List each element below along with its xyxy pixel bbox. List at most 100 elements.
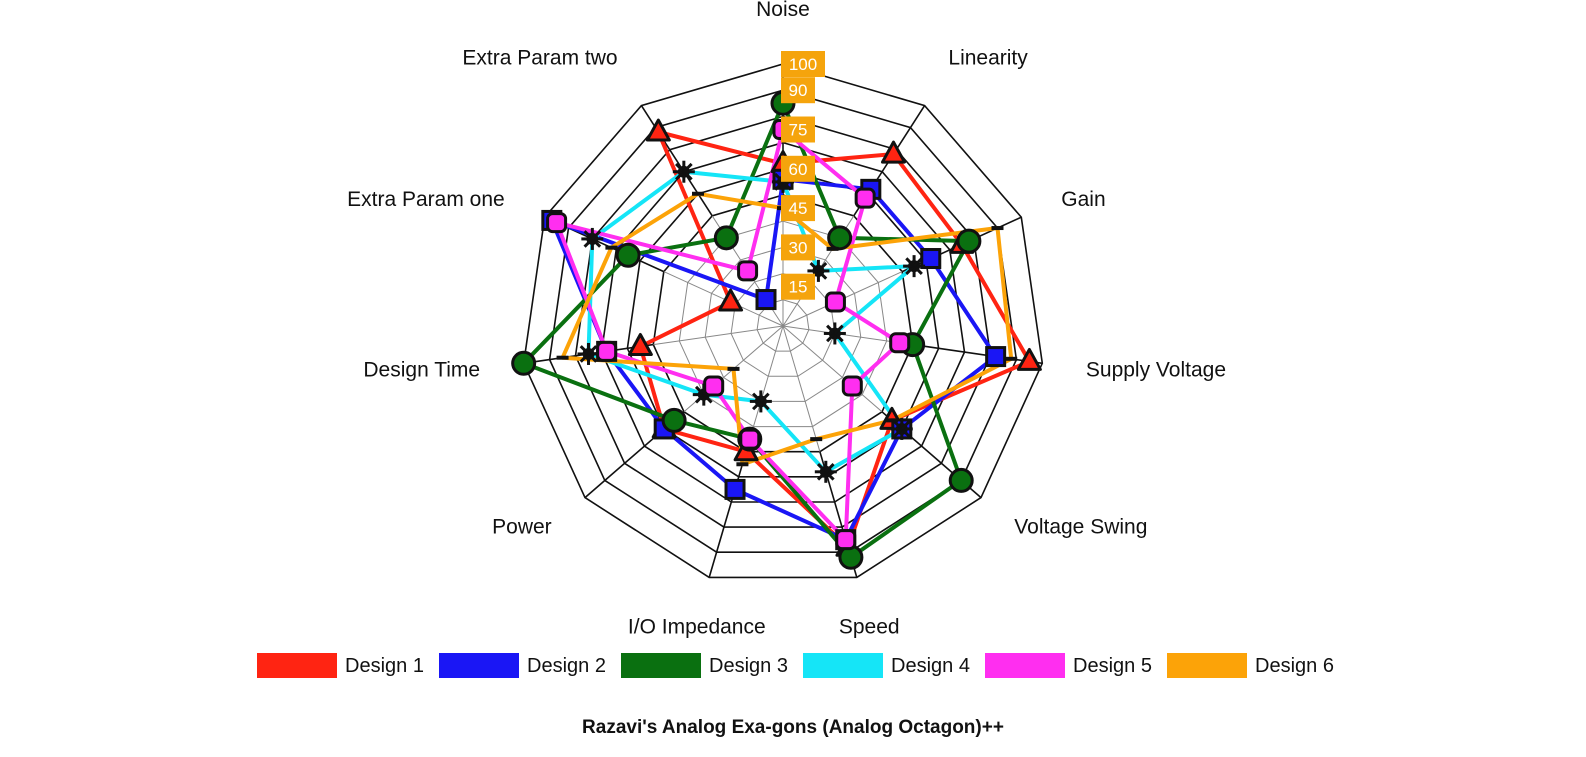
svg-text:15: 15: [789, 278, 808, 297]
legend-swatch: [803, 653, 883, 678]
grid-spoke: [912, 343, 1043, 365]
data-point-design-6: [692, 191, 705, 196]
data-point-design-6: [556, 355, 569, 360]
data-point-design-3: [661, 407, 687, 433]
series-line-design-5: [554, 127, 902, 542]
series-line-design-4: [586, 169, 917, 474]
grid-spoke: [640, 105, 713, 217]
radial-ticks: 15 30 45 60 75 90 100: [781, 51, 825, 300]
legend-swatch: [257, 653, 337, 678]
data-point-design-5: [703, 375, 725, 397]
data-point-design-1: [645, 118, 671, 142]
grid-spoke: [653, 325, 784, 346]
legend-item-design-1[interactable]: Design 1: [257, 653, 424, 678]
data-point-design-2: [985, 346, 1007, 368]
legend-swatch: [1167, 653, 1247, 678]
data-point-design-3: [713, 225, 739, 251]
axis-label-i-o-impedance: I/O Impedance: [628, 616, 766, 639]
data-point-design-5: [854, 187, 876, 209]
data-point-design-4: [823, 322, 846, 345]
data-point-design-4: [672, 160, 695, 183]
axis-label-extra-param-two: Extra Param two: [462, 47, 617, 70]
grid-spoke: [782, 325, 883, 413]
data-point-design-1: [1016, 347, 1042, 371]
legend-label: Design 3: [709, 655, 788, 677]
grid-ring: [756, 299, 810, 352]
data-point-design-3: [827, 225, 853, 251]
legend-item-design-6[interactable]: Design 6: [1167, 653, 1334, 678]
legend-item-design-2[interactable]: Design 2: [439, 653, 606, 678]
data-point-design-6: [727, 366, 740, 371]
data-point-design-5: [546, 212, 568, 234]
data-point-design-5: [739, 428, 761, 450]
data-point-design-5: [737, 260, 759, 282]
svg-text:60: 60: [789, 160, 808, 179]
tick-label: 60: [781, 155, 815, 182]
legend-swatch: [985, 653, 1065, 678]
axis-label-extra-param-one: Extra Param one: [347, 188, 505, 211]
svg-text:90: 90: [789, 81, 808, 100]
data-point-design-4: [749, 390, 772, 413]
tick-label: 75: [781, 116, 815, 143]
legend-item-design-4[interactable]: Design 4: [803, 653, 970, 678]
grid-ring: [574, 115, 992, 528]
data-point-design-5: [889, 332, 911, 354]
data-point-design-6: [991, 226, 1004, 231]
legend-item-design-3[interactable]: Design 3: [621, 653, 788, 678]
tick-label: 15: [781, 273, 815, 300]
series-line-design-3: [521, 101, 971, 560]
grid-ring: [548, 89, 1018, 554]
legend-swatch: [439, 653, 519, 678]
legend-label: Design 6: [1255, 655, 1334, 677]
data-point-design-6: [885, 418, 898, 423]
data-point-design-6: [605, 245, 618, 250]
series-line-design-1: [638, 130, 1032, 550]
grid-ring: [704, 246, 862, 402]
data-point-design-2: [755, 289, 777, 311]
axis-label-voltage-swing: Voltage Swing: [1014, 515, 1147, 538]
axis-label-noise: Noise: [756, 0, 810, 21]
data-point-design-3: [956, 228, 982, 254]
data-point-design-5: [596, 340, 618, 362]
tick-label: 100: [781, 51, 825, 77]
axis-label-speed: Speed: [839, 616, 900, 639]
data-point-design-4: [814, 460, 837, 483]
data-point-design-6: [736, 462, 749, 467]
axis-label-supply-voltage: Supply Voltage: [1086, 359, 1226, 382]
grid-ring: [522, 63, 1044, 579]
axis-label-linearity: Linearity: [948, 47, 1028, 70]
axis-label-gain: Gain: [1061, 188, 1105, 211]
data-point-design-6: [810, 437, 823, 442]
axis-label-design-time: Design Time: [363, 359, 480, 382]
legend-item-design-5[interactable]: Design 5: [985, 653, 1152, 678]
axis-labels: Noise Linearity Gain Supply Voltage Voltage …: [347, 0, 1226, 639]
data-point-design-2: [724, 478, 746, 500]
data-point-design-5: [835, 529, 857, 551]
data-point-design-4: [903, 255, 926, 278]
data-point-design-4: [890, 417, 913, 440]
chart-title: Razavi's Analog Exa-gons (Analog Octagon…: [582, 717, 1004, 738]
legend-swatch: [621, 653, 701, 678]
tick-label: 90: [781, 77, 815, 104]
legend-label: Design 2: [527, 655, 606, 677]
svg-text:75: 75: [789, 121, 808, 140]
legend-label: Design 4: [891, 655, 970, 677]
data-point-design-6: [826, 246, 839, 251]
svg-text:45: 45: [789, 199, 808, 218]
grid-spoke: [708, 451, 747, 578]
data-point-design-3: [948, 467, 974, 493]
data-point-design-3: [615, 242, 641, 268]
data-point-design-1: [880, 140, 906, 164]
data-point-design-5: [841, 375, 863, 397]
data-point-design-6: [1005, 356, 1018, 361]
tick-label: 30: [781, 234, 815, 261]
grid-spoke: [782, 325, 821, 452]
legend: Design 1 Design 2 Design 3 Design 4 Design 5…: [257, 653, 1334, 678]
legend-label: Design 1: [345, 655, 424, 677]
legend-label: Design 5: [1073, 655, 1152, 677]
svg-text:100: 100: [789, 55, 817, 74]
tick-label: 45: [781, 195, 815, 222]
svg-text:30: 30: [789, 238, 808, 257]
